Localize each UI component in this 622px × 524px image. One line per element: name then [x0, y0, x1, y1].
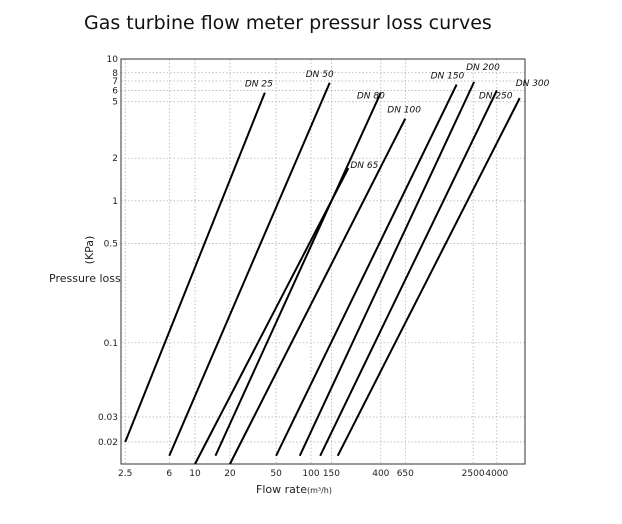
tick-labels: 2.5 6 10 20 50 100 150 400 650 2500 4000108765210.… [98, 55, 509, 479]
x-tick-label: 4000 [485, 469, 508, 479]
y-tick-label: 0.02 [98, 438, 118, 448]
y-tick-label: 0.03 [98, 413, 118, 423]
series-line-dn-200 [298, 81, 476, 457]
x-tick-label: 10 [189, 469, 201, 479]
series-label-dn-50: DN 50 [306, 70, 334, 80]
series-line-dn-300 [336, 97, 521, 457]
series-line-dn-25 [124, 92, 266, 443]
series-label-dn-150: DN 150 [431, 72, 465, 82]
series-label-dn-250: DN 250 [479, 91, 513, 101]
series-line-dn-150 [275, 84, 458, 457]
y-tick-label: 2 [112, 154, 118, 164]
y-tick-label: 8 [112, 69, 118, 79]
x-axis-label: Flow rate(m³/h) [256, 483, 332, 496]
x-axis-unit: (m³/h) [307, 486, 332, 495]
series-label-dn-100: DN 100 [387, 106, 421, 116]
x-tick-label: 2.5 [118, 469, 132, 479]
plot-frame [120, 58, 526, 465]
x-axis-label-text: Flow rate [256, 483, 307, 496]
series-lines [124, 81, 521, 465]
series-line-dn-80 [214, 92, 382, 457]
y-axis-unit: (KPa) [83, 236, 96, 265]
y-axis-label: Pressure loss [49, 272, 121, 285]
series-label-dn-65: DN 65 [350, 161, 378, 171]
y-tick-label: 7 [112, 77, 118, 87]
grid [121, 58, 525, 464]
x-tick-label: 650 [397, 469, 414, 479]
series-label-dn-80: DN 80 [357, 92, 385, 102]
x-tick-label: 400 [372, 469, 389, 479]
series-line-dn-50 [168, 82, 331, 457]
series-line-dn-100 [229, 118, 407, 465]
x-tick-label: 20 [224, 469, 236, 479]
series-line-dn-65 [194, 167, 350, 465]
y-tick-label: 0.5 [104, 240, 118, 250]
series-label-dn-25: DN 25 [245, 80, 273, 90]
y-tick-label: 5 [112, 98, 118, 108]
chart-title: Gas turbine flow meter pressur loss curv… [84, 12, 492, 34]
x-tick-label: 50 [270, 469, 282, 479]
series-label-dn-300: DN 300 [516, 79, 550, 89]
x-tick-label: 6 [166, 469, 172, 479]
y-tick-label: 0.1 [104, 339, 118, 349]
y-tick-label: 6 [112, 86, 118, 96]
x-tick-label: 2500 [462, 469, 485, 479]
series-label-dn-200: DN 200 [466, 63, 500, 73]
x-tick-label: 100 [302, 469, 319, 479]
y-tick-label: 1 [112, 197, 118, 207]
series-line-dn-250 [319, 90, 498, 457]
y-tick-label: 10 [107, 55, 119, 65]
x-tick-label: 150 [323, 469, 340, 479]
